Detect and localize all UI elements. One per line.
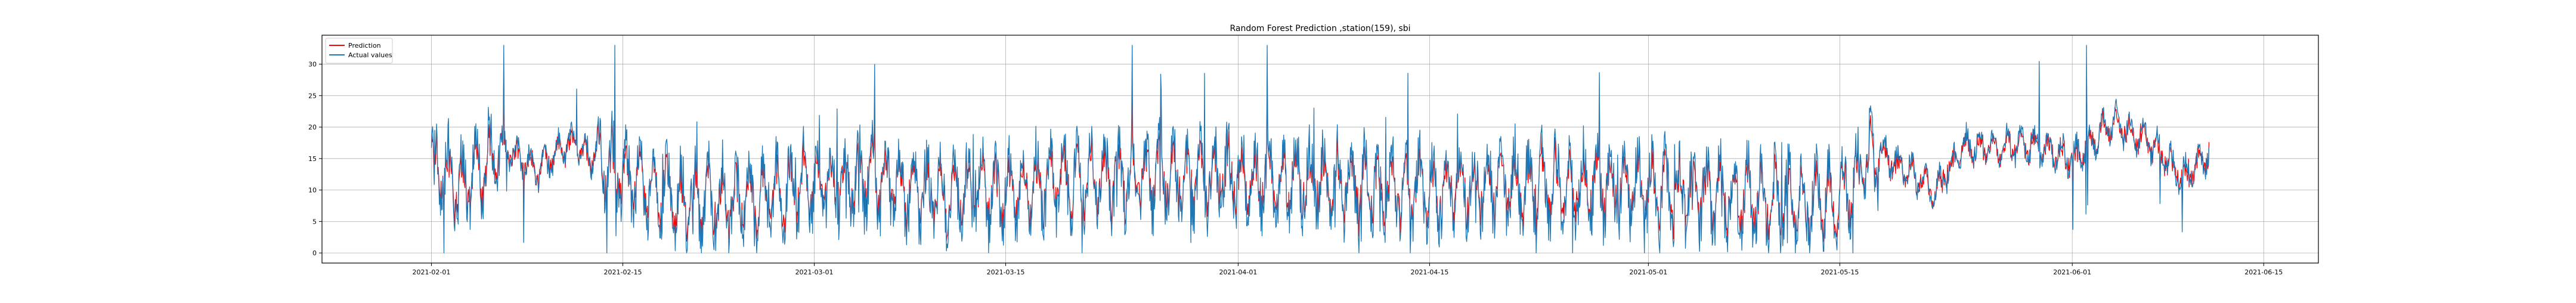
- x-tick-label: 2021-04-01: [1219, 268, 1257, 276]
- legend-label-actual-values: Actual values: [348, 51, 392, 59]
- x-tick-label: 2021-06-15: [2244, 268, 2283, 276]
- x-tick-label: 2021-03-15: [987, 268, 1025, 276]
- chart-title: Random Forest Prediction ,station(159), …: [1230, 24, 1410, 33]
- grid: [322, 35, 2318, 263]
- prediction-line: [431, 72, 2210, 247]
- y-tick-label: 0: [312, 249, 317, 257]
- x-tick-label: 2021-02-01: [412, 268, 450, 276]
- legend-label-prediction: Prediction: [348, 42, 381, 50]
- plot-frame: [321, 35, 2319, 264]
- actual-values-line: [431, 45, 2210, 253]
- x-tick-label: 2021-06-01: [2053, 268, 2091, 276]
- legend: Prediction Actual values: [325, 38, 393, 64]
- x-tick-label: 2021-02-15: [604, 268, 642, 276]
- x-tick-label: 2021-05-01: [1629, 268, 1667, 276]
- y-tick-label: 15: [308, 155, 317, 163]
- x-tick-label: 2021-05-15: [1820, 268, 1859, 276]
- x-tick-label: 2021-04-15: [1410, 268, 1448, 276]
- y-tick-label: 20: [308, 123, 317, 131]
- x-tick-label: 2021-03-01: [795, 268, 834, 276]
- legend-box: [325, 38, 393, 64]
- y-tick-label: 25: [308, 92, 317, 100]
- y-tick-label: 30: [308, 61, 317, 69]
- y-axis: 0 5 10 15 20 25 30: [308, 61, 322, 257]
- series-lines: [431, 45, 2210, 253]
- x-axis: 2021-02-01 2021-02-15 2021-03-01 2021-03-15…: [412, 263, 2283, 276]
- y-tick-label: 5: [312, 218, 317, 225]
- y-tick-label: 10: [308, 187, 317, 194]
